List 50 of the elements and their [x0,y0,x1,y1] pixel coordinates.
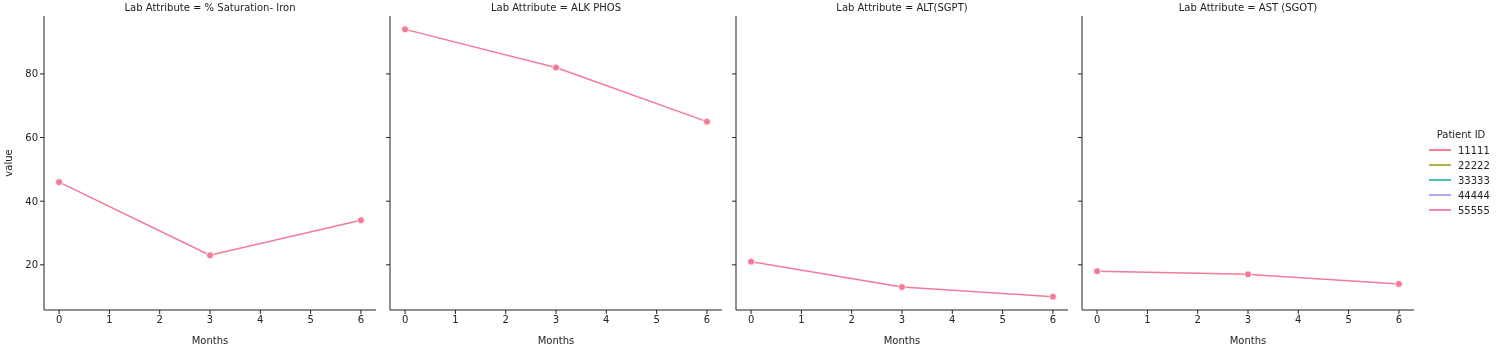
x-tick-label: 5 [999,314,1006,326]
x-tick-label: 0 [1093,314,1101,326]
legend-label: 33333 [1458,174,1490,186]
y-tick-label: 20 [25,259,38,271]
x-tick-label: 4 [1295,314,1302,326]
chart-title: Lab Attribute = ALK PHOS [489,2,622,13]
point [206,251,214,260]
x-axis-title: Months [1229,335,1267,346]
chart-title: Lab Attribute = ALT(SGPT) [835,2,969,13]
x-tick-label: 5 [653,314,660,326]
x-tick-label: 1 [1144,314,1151,326]
x-tick-label: 4 [257,314,264,326]
y-tick-label: 40 [25,195,38,207]
x-tick-label: 6 [703,314,711,326]
x-axis-title: Months [191,335,229,346]
x-tick-label: 2 [848,314,855,326]
x-tick-label: 6 [357,314,365,326]
x-tick-label: 0 [401,314,409,326]
legend-label: 44444 [1458,189,1490,201]
legend-label: 55555 [1458,204,1490,216]
x-tick-label: 3 [898,314,906,326]
x-tick-label: 1 [452,314,459,326]
x-tick-label: 3 [206,314,214,326]
x-tick-label: 3 [552,314,560,326]
x-tick-label: 5 [1345,314,1352,326]
x-tick-label: 0 [55,314,63,326]
x-tick-label: 2 [1194,314,1201,326]
x-tick-label: 5 [307,314,314,326]
y-axis-title: value [2,149,14,177]
x-tick-label: 1 [106,314,113,326]
legend-label: 22222 [1458,159,1490,171]
x-tick-label: 6 [1049,314,1057,326]
legend-label: 11111 [1458,144,1490,156]
chart-title: Lab Attribute = % Saturation- Iron [123,2,297,13]
x-tick-label: 3 [1244,314,1252,326]
point [357,216,365,225]
x-tick-label: 2 [156,314,163,326]
y-tick-label: 80 [25,68,38,80]
x-tick-label: 6 [1395,314,1403,326]
x-tick-label: 2 [502,314,509,326]
x-tick-label: 4 [603,314,610,326]
x-axis-title: Months [537,335,575,346]
x-axis-title: Months [883,335,921,346]
x-tick-label: 1 [798,314,805,326]
x-tick-label: 4 [949,314,956,326]
legend-title: Patient ID [1435,128,1487,140]
point [55,178,63,186]
x-tick-label: 0 [747,314,755,326]
y-tick-label: 60 [25,132,38,144]
chart-title: Lab Attribute = AST (SGOT) [1177,2,1319,13]
